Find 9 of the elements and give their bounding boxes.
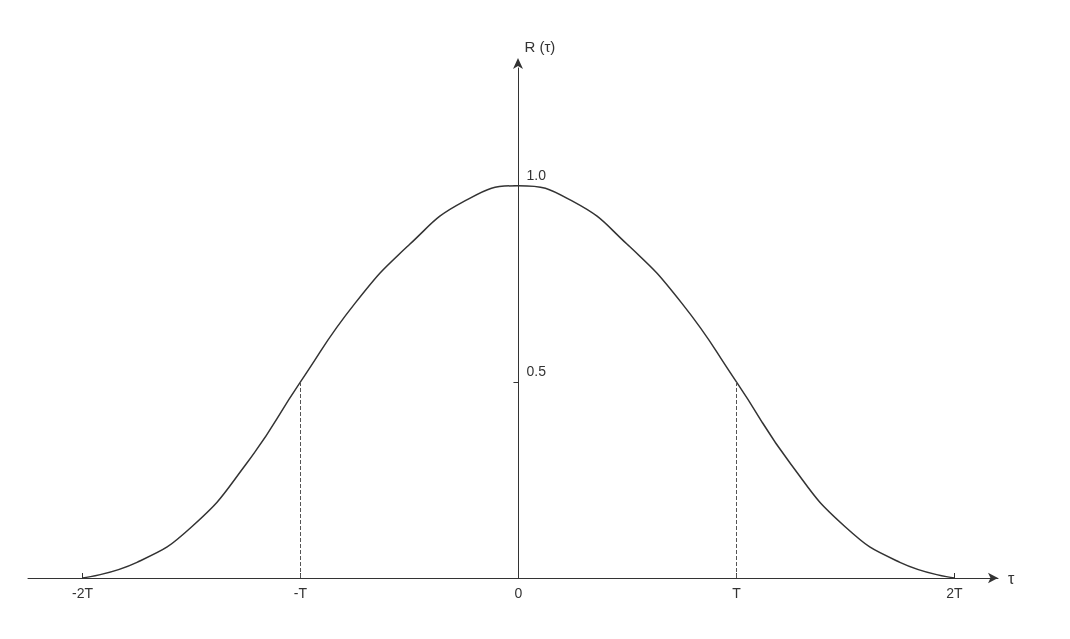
x-tick-label: 0 (514, 585, 523, 601)
x-tick-label: 2T (946, 585, 964, 601)
x-tick-label: T (732, 585, 742, 601)
x-tick-label: -T (293, 585, 308, 601)
y-tick-label: 1.0 (526, 166, 547, 183)
x-axis-title: τ (1008, 569, 1015, 587)
y-tick-label: 0.5 (526, 362, 547, 379)
x-tick-label: -2T (71, 585, 94, 601)
y-axis-title: R (τ) (524, 38, 556, 55)
